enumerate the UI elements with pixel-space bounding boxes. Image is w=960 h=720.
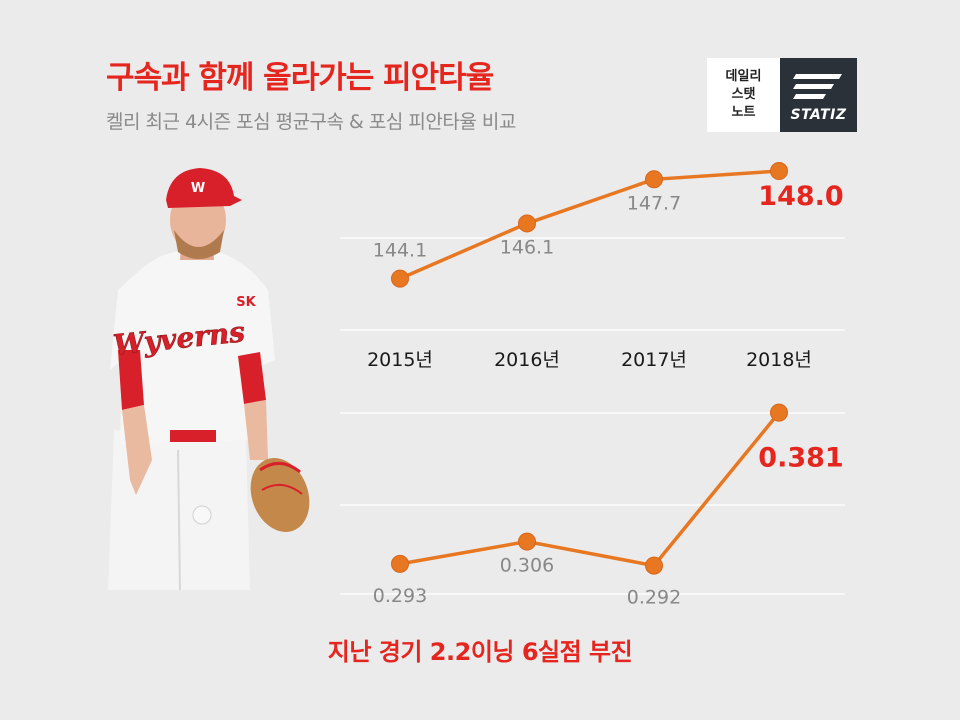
data-label-1-0: 0.293 — [373, 585, 427, 607]
data-label-0-0: 144.1 — [373, 240, 427, 262]
series-line-1 — [399, 411, 781, 568]
data-point-1-2 — [645, 556, 663, 575]
x-tick-label-2: 2017년 — [621, 349, 687, 371]
badge-line-2: 스탯 — [731, 87, 756, 102]
data-label-0-1: 146.1 — [500, 236, 554, 258]
x-tick-label-3: 2018년 — [746, 349, 812, 371]
jersey-chest-logo: SK — [236, 295, 256, 310]
statiz-logo: STATIZ — [780, 58, 857, 132]
svg-text:W: W — [191, 181, 205, 196]
data-point-1-0 — [391, 554, 409, 573]
data-point-1-1 — [518, 532, 536, 551]
badge-line-3: 노트 — [731, 105, 756, 120]
badge-line-1: 데일리 — [725, 69, 762, 84]
data-point-0-2 — [645, 170, 663, 189]
statiz-lines-icon — [793, 74, 842, 99]
player-image: W Wyverns SK — [108, 168, 310, 590]
data-point-0-0 — [391, 269, 409, 288]
data-label-1-3: 0.381 — [758, 443, 843, 474]
page-subtitle: 켈리 최근 4시즌 포심 평균구속 & 포심 피안타율 비교 — [106, 111, 516, 133]
data-label-0-3: 148.0 — [758, 181, 843, 212]
footer-caption: 지난 경기 2.2이닝 6실점 부진 — [327, 638, 633, 666]
data-point-1-3 — [770, 403, 788, 422]
x-tick-label-1: 2016년 — [494, 349, 560, 371]
data-label-0-2: 147.7 — [627, 192, 681, 214]
data-point-0-3 — [770, 162, 788, 181]
page-title: 구속과 함께 올라가는 피안타율 — [106, 60, 494, 96]
statiz-brand-text: STATIZ — [790, 107, 847, 123]
data-label-1-2: 0.292 — [627, 587, 681, 609]
data-label-1-1: 0.306 — [500, 555, 554, 577]
x-tick-label-0: 2015년 — [367, 349, 433, 371]
daily-stat-note-badge: 데일리 스탯 노트 — [707, 58, 780, 132]
series-line-0 — [399, 169, 780, 281]
data-point-0-1 — [518, 214, 536, 233]
